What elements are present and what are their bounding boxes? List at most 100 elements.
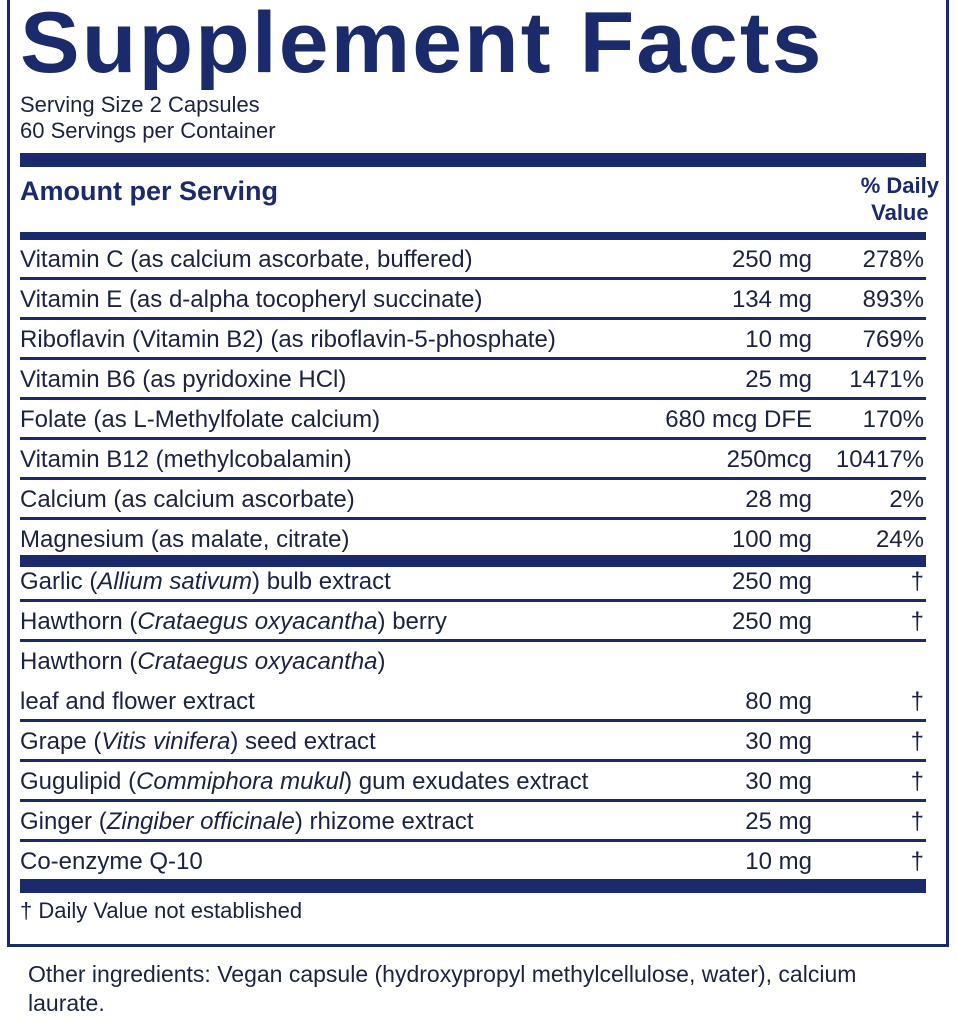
ingredient-name-part: ) rhizome extract <box>294 808 474 835</box>
amount: 250 mg <box>731 608 812 635</box>
ingredient-name-part: ) berry <box>377 608 447 635</box>
ingredient-name: Vitamin B12 (methylcobalamin) <box>20 446 352 474</box>
table-row: leaf and flower extract 80 mg † <box>20 682 926 722</box>
amount: 28 mg <box>745 486 812 513</box>
table-row: Grape (Vitis vinifera) seed extract 30 mg… <box>20 722 926 762</box>
ingredient-name-part: Commiphora mukul <box>136 768 345 795</box>
amount: 250 mg <box>731 246 812 273</box>
amount: 25 mg <box>745 808 812 835</box>
ingredient-name-part: Crataegus oxyacantha <box>137 608 378 635</box>
footnote: † Daily Value not established <box>20 898 303 923</box>
amount: 250mcg <box>726 446 812 473</box>
ingredient-name-part: Magnesium (as malate, citrate) <box>20 526 350 553</box>
amount: 30 mg <box>745 768 812 795</box>
ingredient-name: Grape (Vitis vinifera) seed extract <box>20 728 376 756</box>
table-row: Ginger (Zingiber officinale) rhizome ext… <box>20 802 926 842</box>
ingredient-name-part: Vitamin E (as d-alpha tocopheryl succina… <box>20 286 483 313</box>
amount: 10 mg <box>745 848 812 875</box>
daily-value: † <box>910 728 924 755</box>
ingredient-name: Calcium (as calcium ascorbate) <box>20 486 355 514</box>
ingredient-name: Hawthorn (Crataegus oxyacantha) berry <box>20 608 447 636</box>
daily-value: † <box>910 688 924 715</box>
ingredient-name: Riboflavin (Vitamin B2) (as riboflavin-5… <box>20 326 556 354</box>
ingredient-name-part: Grape ( <box>20 728 102 755</box>
ingredient-name-part: Crataegus oxyacantha <box>137 648 378 675</box>
ingredient-name-part: Allium sativum <box>97 568 253 595</box>
divider-thick <box>20 153 926 167</box>
ingredient-name: Ginger (Zingiber officinale) rhizome ext… <box>20 808 474 836</box>
ingredient-name-part: Vitamin C (as calcium ascorbate, buffere… <box>20 246 473 273</box>
daily-value: † <box>910 848 924 875</box>
table-row: Vitamin E (as d-alpha tocopheryl succina… <box>20 280 926 320</box>
table-row: Co-enzyme Q-10 10 mg † <box>20 842 926 879</box>
daily-value: 278% <box>862 246 924 273</box>
daily-value: 769% <box>862 326 924 353</box>
ingredient-name-part: Vitamin B6 (as pyridoxine HCl) <box>20 366 347 393</box>
table-row: Gugulipid (Commiphora mukul) gum exudate… <box>20 762 926 802</box>
ingredient-name-part: Co-enzyme Q-10 <box>20 848 203 875</box>
amount: 680 mcg DFE <box>665 406 812 433</box>
table-row: Hawthorn (Crataegus oxyacantha) berry 250… <box>20 602 926 642</box>
table-row: Vitamin B6 (as pyridoxine HCl) 25 mg 1471% <box>20 360 926 400</box>
daily-value: 2% <box>889 486 924 513</box>
ingredient-name-part: Calcium (as calcium ascorbate) <box>20 486 355 513</box>
ingredient-name: Hawthorn (Crataegus oxyacantha) <box>20 648 386 676</box>
ingredient-name-part: leaf and flower extract <box>20 688 255 715</box>
ingredient-name: Gugulipid (Commiphora mukul) gum exudate… <box>20 768 588 796</box>
daily-value: † <box>910 568 924 595</box>
daily-value: 893% <box>862 286 924 313</box>
daily-value: † <box>910 808 924 835</box>
serving-size: Serving Size 2 Capsules <box>20 92 260 117</box>
divider-medium <box>20 232 926 240</box>
ingredient-name-part: ) gum exudates extract <box>344 768 589 795</box>
ingredient-name-part: ) <box>377 648 386 675</box>
ingredient-name-part: Riboflavin (Vitamin B2) (as riboflavin-5… <box>20 326 556 353</box>
daily-value: 10417% <box>835 446 924 473</box>
amount: 25 mg <box>745 366 812 393</box>
daily-value: † <box>910 768 924 795</box>
ingredient-name-part: Folate (as L-Methylfolate calcium) <box>20 406 381 433</box>
daily-value-heading: % Daily Value <box>861 172 939 226</box>
amount: 80 mg <box>745 688 812 715</box>
panel-title: Supplement Facts <box>20 0 824 91</box>
ingredient-name-part: Ginger ( <box>20 808 107 835</box>
table-row: Vitamin C (as calcium ascorbate, buffere… <box>20 240 926 280</box>
daily-value-heading-line1: % Daily <box>860 173 939 198</box>
divider-thick <box>20 879 926 893</box>
amount: 134 mg <box>731 286 812 313</box>
supplement-facts-panel <box>7 0 949 947</box>
ingredient-name: Garlic (Allium sativum) bulb extract <box>20 568 391 596</box>
ingredient-name: Vitamin B6 (as pyridoxine HCl) <box>20 366 346 394</box>
ingredient-name-part: ) bulb extract <box>252 568 391 595</box>
amount: 10 mg <box>745 326 812 353</box>
ingredient-name-part: Vitamin B12 (methylcobalamin) <box>20 446 352 473</box>
ingredient-name-part: ) seed extract <box>230 728 376 755</box>
ingredient-name: Folate (as L-Methylfolate calcium) <box>20 406 380 434</box>
daily-value-heading-line2: Value <box>871 200 929 225</box>
daily-value: † <box>910 608 924 635</box>
ingredient-name: Vitamin C (as calcium ascorbate, buffere… <box>20 246 473 274</box>
ingredient-name-part: Zingiber officinale <box>106 808 295 835</box>
ingredient-name-part: Hawthorn ( <box>20 648 138 675</box>
amount: 100 mg <box>731 526 812 553</box>
table-row: Magnesium (as malate, citrate) 100 mg 24% <box>20 520 926 560</box>
servings-per-container: 60 Servings per Container <box>20 118 276 143</box>
table-row: Garlic (Allium sativum) bulb extract 250 … <box>20 562 926 602</box>
ingredient-name: leaf and flower extract <box>20 688 255 716</box>
amount: 250 mg <box>731 568 812 595</box>
amount: 30 mg <box>745 728 812 755</box>
ingredient-name: Magnesium (as malate, citrate) <box>20 526 349 554</box>
table-row: Calcium (as calcium ascorbate) 28 mg 2% <box>20 480 926 520</box>
daily-value: 24% <box>875 526 924 553</box>
other-ingredients: Other ingredients: Vegan capsule (hydrox… <box>28 961 857 1016</box>
table-row: Riboflavin (Vitamin B2) (as riboflavin-5… <box>20 320 926 360</box>
table-row: Folate (as L-Methylfolate calcium) 680 mc… <box>20 400 926 440</box>
ingredient-name-part: Vitis vinifera <box>101 728 231 755</box>
ingredient-name-part: Garlic ( <box>20 568 98 595</box>
table-row: Vitamin B12 (methylcobalamin) 250mcg 10417… <box>20 440 926 480</box>
daily-value: 1471% <box>849 366 924 393</box>
table-row: Hawthorn (Crataegus oxyacantha) <box>20 642 926 679</box>
ingredient-name-part: Gugulipid ( <box>20 768 137 795</box>
divider-thick <box>20 555 926 567</box>
daily-value: 170% <box>862 406 924 433</box>
